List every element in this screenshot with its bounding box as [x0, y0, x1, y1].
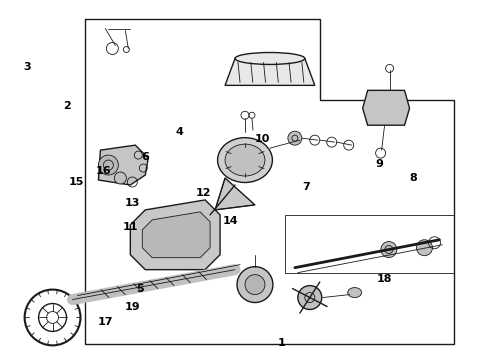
Text: 14: 14	[222, 216, 238, 226]
Polygon shape	[363, 90, 410, 125]
Polygon shape	[142, 212, 210, 258]
Circle shape	[381, 242, 397, 257]
Text: 13: 13	[125, 198, 140, 208]
Text: 2: 2	[63, 102, 71, 112]
Circle shape	[98, 155, 119, 175]
Bar	[285, 215, 454, 273]
Ellipse shape	[225, 144, 265, 176]
Text: 17: 17	[98, 317, 114, 327]
Text: 16: 16	[96, 166, 111, 176]
Ellipse shape	[218, 138, 272, 183]
Polygon shape	[215, 178, 255, 210]
Text: 12: 12	[196, 188, 211, 198]
Text: 15: 15	[69, 177, 84, 187]
Text: 6: 6	[141, 152, 149, 162]
Text: 5: 5	[136, 284, 144, 294]
Circle shape	[114, 172, 126, 184]
Text: 18: 18	[376, 274, 392, 284]
Circle shape	[416, 240, 433, 256]
Ellipse shape	[235, 53, 305, 64]
Polygon shape	[225, 58, 315, 85]
Text: 9: 9	[375, 159, 383, 169]
Text: 19: 19	[125, 302, 141, 312]
Polygon shape	[98, 145, 148, 185]
Circle shape	[245, 275, 265, 294]
Text: 10: 10	[254, 134, 270, 144]
Circle shape	[237, 267, 273, 302]
Text: 11: 11	[122, 222, 138, 231]
Circle shape	[298, 285, 322, 310]
Circle shape	[288, 131, 302, 145]
Text: 4: 4	[175, 127, 183, 136]
Text: 8: 8	[410, 173, 417, 183]
Text: 3: 3	[24, 62, 31, 72]
Polygon shape	[130, 200, 220, 270]
Text: 7: 7	[302, 182, 310, 192]
Ellipse shape	[348, 288, 362, 298]
Text: 1: 1	[278, 338, 286, 348]
